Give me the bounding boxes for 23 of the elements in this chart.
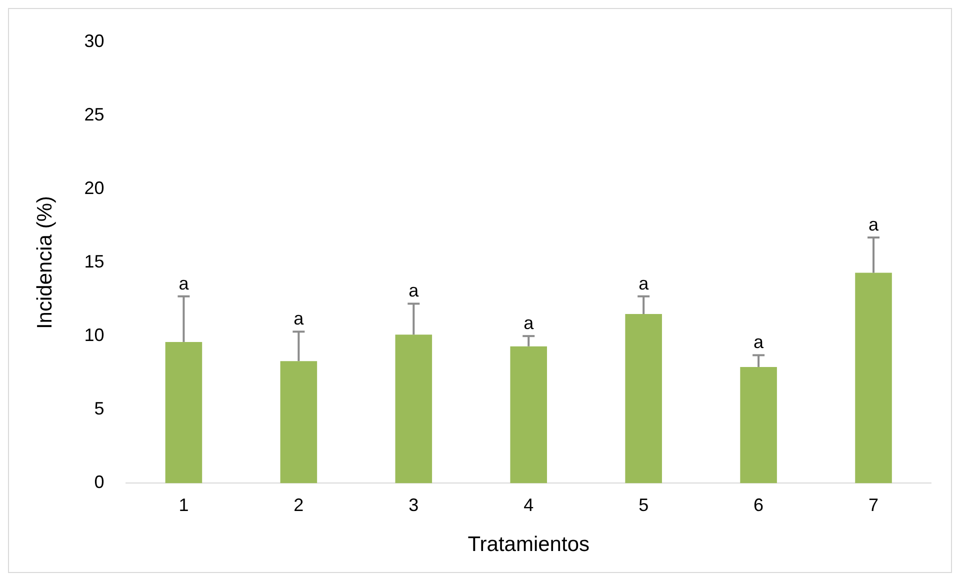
- y-tick-label: 5: [94, 398, 104, 419]
- x-tick-label: 7: [868, 494, 879, 515]
- annotation: a: [294, 308, 305, 329]
- x-axis-title: Tratamientos: [468, 533, 590, 556]
- y-tick-label: 15: [84, 251, 104, 272]
- y-tick-label: 0: [94, 472, 104, 492]
- annotation: a: [524, 313, 535, 334]
- y-axis-title: Incidencia (%): [33, 196, 56, 330]
- x-tick-label: 5: [638, 494, 649, 515]
- x-tick-label: 4: [524, 494, 534, 515]
- y-tick-label: 10: [84, 325, 104, 346]
- annotation: a: [178, 273, 190, 294]
- y-tick-label: 30: [84, 30, 104, 51]
- annotation: a: [638, 273, 650, 294]
- annotation: a: [868, 214, 880, 234]
- annotation: a: [408, 280, 420, 301]
- x-tick-label: 2: [294, 494, 304, 515]
- y-tick-label: 25: [84, 104, 104, 124]
- annotation: a: [754, 332, 765, 352]
- x-tick-label: 1: [178, 494, 189, 515]
- y-tick-label: 20: [84, 178, 104, 198]
- x-tick-label: 6: [754, 494, 764, 515]
- x-tick-label: 3: [408, 494, 419, 515]
